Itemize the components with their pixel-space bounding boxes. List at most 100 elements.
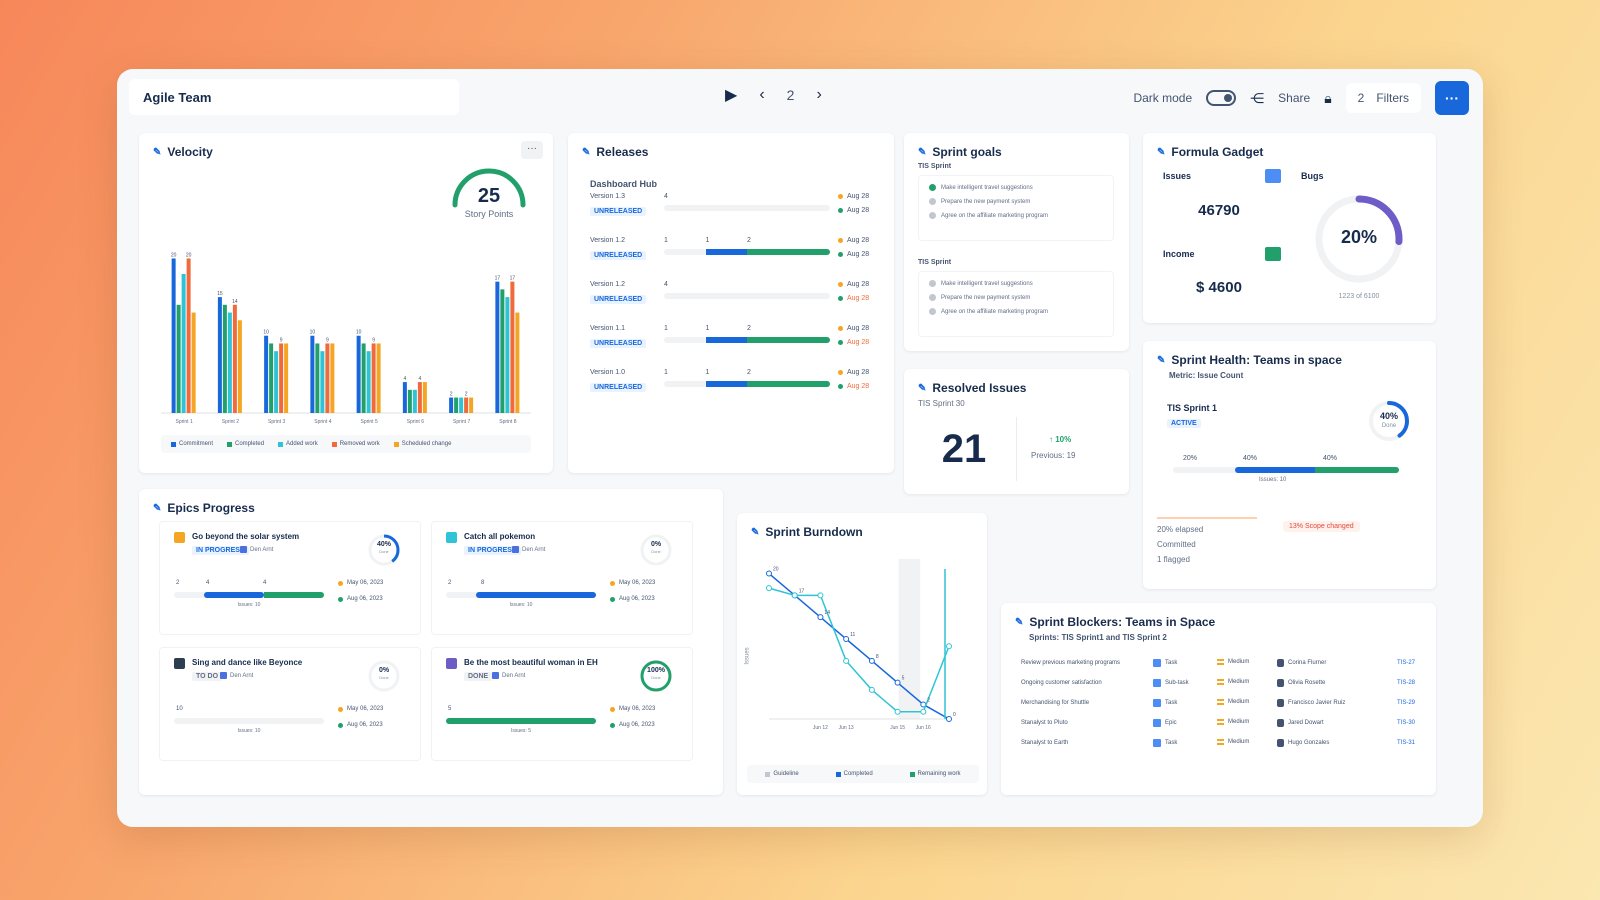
goal-item[interactable]: Prepare the new payment system <box>929 294 1103 301</box>
goal-item[interactable]: Agree on the affiliate marketing program <box>929 308 1103 315</box>
velocity-bar[interactable] <box>495 281 500 413</box>
velocity-bar[interactable] <box>500 289 505 413</box>
dashboard-title[interactable]: Agile Team <box>129 79 459 115</box>
burndown-line[interactable] <box>768 587 950 713</box>
legend-item[interactable]: Removed work <box>331 441 380 447</box>
velocity-bar[interactable] <box>330 343 335 413</box>
velocity-bar[interactable] <box>191 312 196 413</box>
velocity-bar[interactable] <box>366 351 371 413</box>
burndown-point[interactable] <box>817 592 824 599</box>
burndown-point[interactable] <box>817 614 824 621</box>
legend-item[interactable]: Added work <box>278 441 318 447</box>
chevron-right-icon[interactable]: › <box>816 86 822 103</box>
legend-item[interactable]: Commitment <box>171 441 213 447</box>
burndown-point[interactable] <box>920 708 927 715</box>
burndown-point[interactable] <box>946 716 952 722</box>
velocity-bar[interactable] <box>505 297 510 413</box>
burndown-point[interactable] <box>791 592 798 599</box>
burndown-line[interactable] <box>768 572 950 720</box>
table-row[interactable]: Ongoing customer satisfaction Sub-task Med… <box>1021 675 1421 695</box>
card-menu-icon[interactable]: ··· <box>521 141 543 159</box>
table-row[interactable]: Stanalyst to Earth Task Medium Hugo Gonzale… <box>1021 735 1421 755</box>
velocity-bar[interactable] <box>412 389 417 413</box>
velocity-bar[interactable] <box>361 343 366 413</box>
release-row[interactable]: Version 1.2 UNRELEASED 1 1 2 Aug 28 Aug 28 <box>590 237 880 273</box>
velocity-bar[interactable] <box>325 343 330 413</box>
velocity-bar[interactable] <box>464 397 469 413</box>
legend-item[interactable]: Guideline <box>765 771 799 777</box>
velocity-bar[interactable] <box>459 397 464 413</box>
play-icon[interactable]: ▶ <box>725 87 738 104</box>
velocity-bar[interactable] <box>371 343 376 413</box>
velocity-bar[interactable] <box>376 343 381 413</box>
velocity-bar[interactable] <box>315 343 320 413</box>
release-row[interactable]: Version 1.3 UNRELEASED 4 Aug 28 Aug 28 <box>590 193 880 229</box>
velocity-bar[interactable] <box>310 335 315 413</box>
table-row[interactable]: Stanalyst to Pluto Epic Medium Jared Dowart… <box>1021 715 1421 735</box>
burndown-point[interactable] <box>868 657 875 664</box>
release-row[interactable]: Version 1.0 UNRELEASED 1 1 2 Aug 28 Aug 28 <box>590 369 880 405</box>
goal-item[interactable]: Make intelligent travel suggestions <box>929 280 1103 287</box>
release-row[interactable]: Version 1.1 UNRELEASED 1 1 2 Aug 28 Aug 28 <box>590 325 880 361</box>
lock-icon[interactable]: 🔒︎ <box>1324 89 1332 106</box>
blocker-key[interactable]: TIS-31 <box>1397 740 1416 746</box>
blocker-key[interactable]: TIS-29 <box>1397 700 1416 706</box>
velocity-bar[interactable] <box>227 312 232 413</box>
epic-card[interactable]: Go beyond the solar system IN PROGRESS Den… <box>159 521 421 635</box>
velocity-bar[interactable] <box>176 304 181 413</box>
legend-item[interactable]: Remaining work <box>909 771 961 777</box>
table-row[interactable]: Merchandising for Shuttle Task Medium Franc… <box>1021 695 1421 715</box>
share-button[interactable]: Share <box>1278 91 1311 105</box>
velocity-bar[interactable] <box>417 382 422 413</box>
velocity-bar[interactable] <box>237 320 242 413</box>
burndown-point[interactable] <box>843 636 850 642</box>
burndown-point[interactable] <box>894 679 901 686</box>
burndown-point[interactable] <box>894 708 901 715</box>
dark-mode-toggle[interactable] <box>1206 90 1237 106</box>
velocity-bar[interactable] <box>515 312 520 413</box>
blocker-key[interactable]: TIS-28 <box>1397 680 1416 686</box>
legend-item[interactable]: Completed <box>227 441 264 447</box>
velocity-bar[interactable] <box>269 343 274 413</box>
velocity-bar[interactable] <box>264 335 269 413</box>
chevron-left-icon[interactable]: ‹ <box>759 86 765 103</box>
goal-item[interactable]: Agree on the affiliate marketing program <box>929 212 1103 219</box>
velocity-bar[interactable] <box>356 335 361 413</box>
goal-item[interactable]: Prepare the new payment system <box>929 198 1103 205</box>
velocity-bar[interactable] <box>407 389 412 413</box>
burndown-point[interactable] <box>868 686 875 693</box>
velocity-bar[interactable] <box>284 343 289 413</box>
share-icon[interactable]: ⋲ <box>1250 89 1265 106</box>
velocity-bar[interactable] <box>320 351 325 413</box>
velocity-bar[interactable] <box>217 297 222 413</box>
table-row[interactable]: Review previous marketing programs Task Me… <box>1021 655 1421 675</box>
velocity-bar[interactable] <box>222 304 227 413</box>
release-row[interactable]: Version 1.2 UNRELEASED 4 Aug 28 Aug 28 <box>590 281 880 317</box>
burndown-point[interactable] <box>843 657 850 664</box>
more-options-button[interactable]: ··· <box>1435 81 1469 115</box>
velocity-bar[interactable] <box>510 281 515 413</box>
blocker-key[interactable]: TIS-30 <box>1397 720 1416 726</box>
velocity-bar[interactable] <box>274 351 279 413</box>
burndown-point[interactable] <box>766 570 772 577</box>
filters-button[interactable]: 2 Filters <box>1345 83 1421 113</box>
legend-item[interactable]: Scheduled change <box>393 441 451 447</box>
velocity-bar[interactable] <box>181 273 186 413</box>
epic-card[interactable]: Catch all pokemon IN PROGRESS Den Arnt 0% Do… <box>431 521 693 635</box>
velocity-bar[interactable] <box>469 397 474 413</box>
epic-card[interactable]: Be the most beautiful woman in EH DONE Den… <box>431 647 693 761</box>
epic-card[interactable]: Sing and dance like Beyonce TO DO Den Arnt… <box>159 647 421 761</box>
blocker-key[interactable]: TIS-27 <box>1397 660 1416 666</box>
burndown-point[interactable] <box>946 643 952 650</box>
legend-item[interactable]: Completed <box>835 771 873 777</box>
goal-item[interactable]: Make intelligent travel suggestions <box>929 184 1103 191</box>
burndown-point[interactable] <box>766 585 772 592</box>
velocity-bar[interactable] <box>186 258 191 413</box>
velocity-bar[interactable] <box>454 397 459 413</box>
velocity-bar[interactable] <box>449 397 454 413</box>
velocity-bar[interactable] <box>422 382 427 413</box>
velocity-bar[interactable] <box>402 382 407 413</box>
velocity-bar[interactable] <box>171 258 176 413</box>
velocity-bar[interactable] <box>232 304 237 413</box>
velocity-bar[interactable] <box>279 343 284 413</box>
